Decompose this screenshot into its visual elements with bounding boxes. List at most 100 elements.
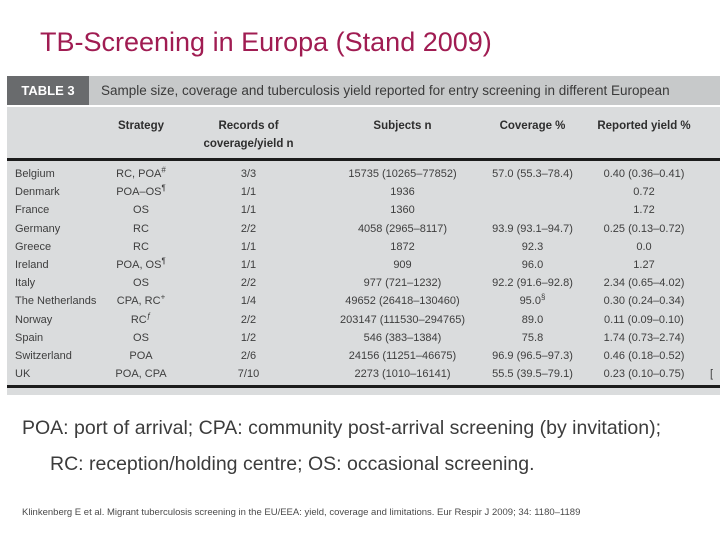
table-caption: Sample size, coverage and tuberculosis y…: [101, 83, 670, 98]
abbreviations-text: POA: port of arrival; CPA: community pos…: [22, 417, 662, 475]
table-row: The Netherlands CPA, RC+ 1/4 49652 (2641…: [7, 292, 720, 310]
subjects-cell: 909: [393, 259, 412, 272]
table-row: Greece RC 1/1 1872 92.3 0.0: [7, 238, 720, 256]
yield-cell: 0.11 (0.09–0.10): [604, 313, 684, 326]
records-cell: 2/2: [240, 222, 257, 235]
yield-cell: 0.40 (0.36–0.41): [603, 168, 685, 181]
yield-cell: 1.72: [633, 204, 655, 217]
subjects-cell: 203147 (111530–294765): [340, 313, 465, 326]
subjects-cell: 1872: [390, 240, 415, 253]
records-cell: 1/1: [240, 186, 257, 199]
records-cell: 1/1: [240, 204, 257, 217]
column-header-country: [7, 107, 105, 158]
yield-cell: 1.74 (0.73–2.74): [603, 331, 685, 344]
table-body: Belgium RC, POA# 3/3 15735 (10265–77852)…: [7, 161, 720, 386]
coverage-cell: 96.9 (96.5–97.3): [492, 349, 573, 362]
coverage-cell: 95.0§: [519, 292, 546, 308]
yield-cell: 0.23 (0.10–0.75): [603, 368, 685, 381]
records-cell: 2/2: [240, 313, 257, 326]
yield-cell: 0.46 (0.18–0.52): [603, 349, 685, 362]
country-cell: Norway: [15, 313, 53, 326]
strategy-cell: RC: [133, 240, 149, 253]
strategy-cell: POA, OS¶: [116, 256, 166, 272]
subjects-cell: 977 (721–1232): [363, 277, 442, 290]
journal-table: TABLE 3 Sample size, coverage and tuberc…: [7, 76, 720, 395]
table-row: Denmark POA–OS¶ 1/1 1936 0.72: [7, 183, 720, 201]
country-cell: The Netherlands: [15, 295, 97, 308]
subjects-cell: 24156 (11251–46675): [348, 349, 457, 362]
strategy-cell: POA, CPA: [115, 368, 167, 381]
country-cell: Italy: [15, 277, 36, 290]
table-row: Norway RCƒ 2/2 203147 (111530–294765) 89…: [7, 311, 720, 329]
column-header-coverage: Coverage %: [499, 120, 566, 132]
citation-text: Klinkenberg E et al. Migrant tuberculosi…: [22, 507, 581, 518]
records-cell: 1/1: [240, 259, 257, 272]
records-cell: 3/3: [240, 168, 257, 181]
table-row: Switzerland POA 2/6 24156 (11251–46675) …: [7, 347, 720, 365]
caption-divider: [7, 105, 720, 107]
records-cell: 2/6: [240, 349, 257, 362]
yield-cell: 0.30 (0.24–0.34): [603, 295, 685, 308]
strategy-cell: OS: [133, 204, 149, 217]
coverage-cell: 92.3: [521, 240, 544, 253]
subjects-cell: 1360: [390, 204, 415, 217]
country-cell: Spain: [15, 331, 44, 344]
coverage-cell: 92.2 (91.6–92.8): [492, 277, 573, 290]
records-header-line2: coverage/yield n: [203, 138, 294, 151]
country-cell: Denmark: [15, 186, 60, 199]
country-cell: Greece: [15, 240, 52, 253]
country-cell: Germany: [15, 222, 61, 235]
strategy-cell: RC, POA#: [116, 165, 166, 181]
records-cell: 7/10: [237, 368, 260, 381]
table-tail-strip: [7, 388, 720, 395]
column-header-yield: Reported yield %: [597, 120, 691, 132]
table-label: TABLE 3: [7, 76, 89, 105]
coverage-cell: 96.0: [521, 259, 544, 272]
records-cell: 1/1: [240, 240, 257, 253]
yield-cell: 0.25 (0.13–0.72): [603, 222, 685, 235]
subjects-cell: 546 (383–1384): [363, 331, 442, 344]
table-caption-band: TABLE 3 Sample size, coverage and tuberc…: [7, 76, 720, 105]
subjects-cell: 2273 (1010–16141): [354, 368, 451, 381]
column-header-records: Records of coverage/yield n: [177, 107, 320, 158]
page-title: TB-Screening in Europa (Stand 2009): [40, 27, 492, 57]
column-header-ref: [708, 107, 720, 158]
coverage-cell: 89.0: [521, 313, 544, 326]
strategy-cell: RC: [133, 222, 149, 235]
yield-cell: 0.0: [636, 240, 652, 253]
strategy-cell: RCƒ: [130, 310, 152, 326]
table-header-row: Strategy Records of coverage/yield n Sub…: [7, 107, 720, 158]
table-top-rule: [7, 158, 720, 161]
table-bottom-rule: [7, 385, 720, 389]
column-header-subjects: Subjects n: [373, 120, 432, 132]
yield-cell: 2.34 (0.65–4.02): [603, 277, 685, 290]
reference-cell: [: [710, 368, 714, 381]
yield-cell: 0.72: [633, 186, 655, 199]
subjects-cell: 4058 (2965–8117): [357, 222, 448, 235]
table-row: Ireland POA, OS¶ 1/1 909 96.0 1.27: [7, 256, 720, 274]
table-row: France OS 1/1 1360 1.72: [7, 201, 720, 219]
yield-cell: 1.27: [633, 259, 655, 272]
country-cell: Switzerland: [15, 349, 72, 362]
coverage-cell: 75.8: [521, 331, 544, 344]
strategy-cell: POA: [129, 349, 153, 362]
coverage-cell: 57.0 (55.3–78.4): [492, 168, 573, 181]
table-row: Belgium RC, POA# 3/3 15735 (10265–77852)…: [7, 165, 720, 183]
records-cell: 1/4: [240, 295, 257, 308]
table-row: Germany RC 2/2 4058 (2965–8117) 93.9 (93…: [7, 220, 720, 238]
records-cell: 2/2: [240, 277, 257, 290]
strategy-cell: OS: [133, 277, 149, 290]
records-cell: 1/2: [240, 331, 257, 344]
subjects-cell: 49652 (26418–130460): [345, 295, 460, 308]
country-cell: UK: [15, 368, 31, 381]
country-cell: Ireland: [15, 259, 49, 272]
country-cell: Belgium: [15, 168, 55, 181]
strategy-cell: CPA, RC+: [116, 292, 166, 308]
table-row: Italy OS 2/2 977 (721–1232) 92.2 (91.6–9…: [7, 274, 720, 292]
strategy-cell: OS: [133, 331, 149, 344]
column-header-strategy: Strategy: [117, 120, 165, 132]
strategy-cell: POA–OS¶: [116, 183, 166, 199]
coverage-cell: 55.5 (39.5–79.1): [492, 368, 573, 381]
records-header-line1: Records of: [218, 120, 279, 132]
coverage-cell: 93.9 (93.1–94.7): [492, 222, 573, 235]
